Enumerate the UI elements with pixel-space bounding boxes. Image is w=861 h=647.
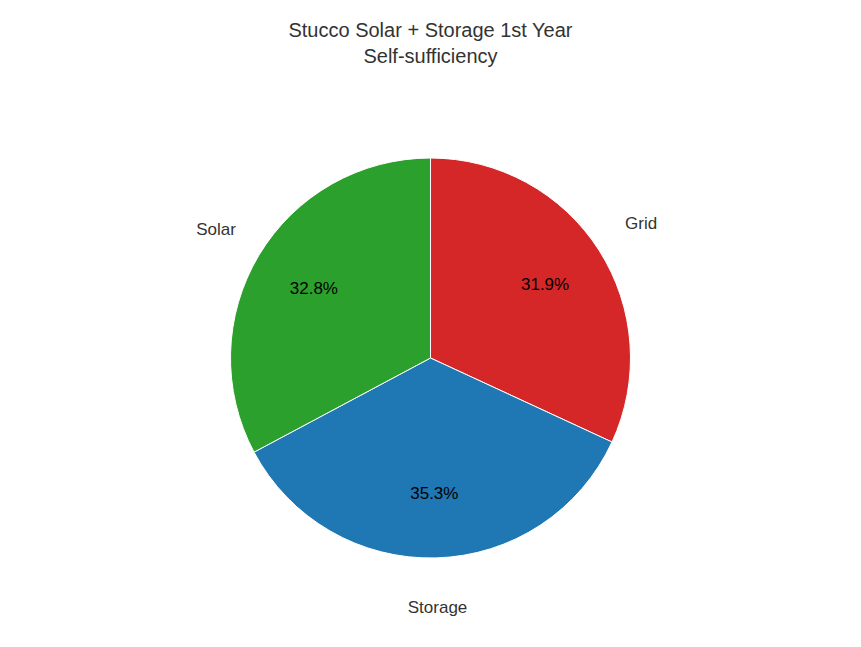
svg-text:Storage: Storage bbox=[408, 598, 468, 617]
svg-text:Grid: Grid bbox=[625, 214, 657, 233]
svg-text:32.8%: 32.8% bbox=[290, 279, 338, 298]
html-text:Self-sufficiency: Self-sufficiency bbox=[363, 45, 498, 67]
html-text:Stucco Solar + Storage 1st Yea: Stucco Solar + Storage 1st Year bbox=[288, 19, 573, 41]
svg-text:31.9%: 31.9% bbox=[521, 275, 569, 294]
svg-text:35.3%: 35.3% bbox=[410, 484, 458, 503]
svg-text:Solar: Solar bbox=[196, 220, 236, 239]
